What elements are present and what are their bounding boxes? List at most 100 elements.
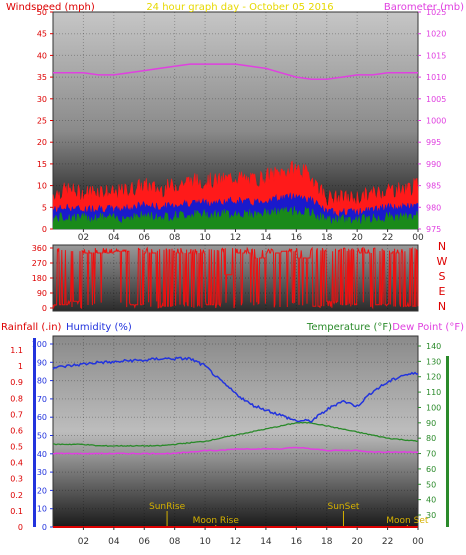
windspeed-tick-label: 20: [37, 138, 47, 147]
x-tick-label: 02: [78, 233, 89, 243]
x-tick-label: 14: [260, 233, 272, 243]
rainfall-tick-label: 0.9: [10, 378, 23, 387]
chart-title: 24 hour graph day - October 05 2016: [146, 2, 333, 13]
humidity-tick-label: 30: [37, 468, 47, 477]
barometer-tick-label: 1020: [426, 30, 446, 39]
event-label: SunSet: [328, 502, 360, 512]
humidity-tick-label: 60: [37, 413, 47, 422]
event-label: Moon Set: [386, 516, 429, 526]
humidity-tick-label: 50: [37, 432, 47, 441]
compass-letter: N: [438, 240, 446, 253]
temperature-tick-label: 120: [426, 373, 441, 382]
humidity-tick-label: 70: [37, 395, 47, 404]
wind-direction-axis: 0 90 180 270 360: [32, 244, 53, 313]
x-tick-label: 04: [108, 233, 120, 243]
windspeed-axis-label: Windspeed (mph): [6, 2, 95, 13]
x-tick-label: 14: [260, 537, 272, 547]
barometer-tick-label: 980: [426, 203, 441, 212]
windspeed-tick-label: 40: [37, 51, 47, 60]
wind-direction-series: [52, 246, 419, 310]
humidity-axis-bar: [33, 338, 36, 527]
windspeed-tick-label: 50: [37, 8, 47, 17]
compass-letter: W: [437, 255, 448, 268]
temperature-tick-label: 140: [426, 342, 441, 351]
rainfall-tick-label: 0.2: [10, 491, 23, 500]
windspeed-tick-label: 25: [37, 117, 47, 126]
temperature-tick-label: 110: [426, 388, 441, 397]
windspeed-tick-label: 15: [37, 160, 47, 169]
humidity-axis-label: Humidity (%): [66, 322, 132, 333]
dewpoint-series: [52, 446, 418, 455]
wind-baro-time-axis: 02 04 06 08 10 12 14 16 18 20 22 00: [78, 229, 424, 243]
temp-humidity-panel: SunRise Moon Rise SunSet Moon Set 0 0.1 0.2 0.…: [1, 322, 464, 547]
x-tick-label: 10: [199, 537, 211, 547]
temperature-tick-label: 40: [426, 496, 436, 505]
rainfall-tick-label: 0.7: [10, 410, 23, 419]
x-tick-label: 12: [230, 233, 241, 243]
temperature-tick-label: 130: [426, 357, 441, 366]
barometer-tick-label: 1025: [426, 8, 446, 17]
rainfall-tick-label: 0: [18, 523, 23, 532]
barometer-tick-label: 975: [426, 225, 441, 234]
x-tick-label: 06: [139, 233, 151, 243]
x-tick-label: 04: [108, 537, 120, 547]
x-tick-label: 00: [412, 537, 424, 547]
windspeed-tick-label: 0: [42, 225, 47, 234]
barometer-tick-label: 985: [426, 182, 441, 191]
compass-letter: E: [439, 285, 446, 298]
x-tick-label: 12: [230, 537, 241, 547]
temperature-axis-bar: [446, 356, 449, 527]
humidity-series: [52, 356, 419, 423]
windspeed-tick-label: 35: [37, 73, 47, 82]
x-tick-label: 20: [351, 233, 363, 243]
wind-direction-series: [52, 246, 419, 310]
rainfall-tick-label: 0.4: [10, 459, 23, 468]
barometer-tick-label: 990: [426, 160, 441, 169]
x-tick-label: 18: [321, 537, 333, 547]
x-tick-label: 06: [139, 537, 151, 547]
direction-tick-label: 90: [37, 289, 47, 298]
rainfall-tick-label: 0.3: [10, 475, 23, 484]
rainfall-tick-label: 1: [18, 362, 23, 371]
x-tick-label: 02: [78, 537, 89, 547]
event-label: SunRise: [149, 502, 186, 512]
humidity-axis: 0 10 20 30 40 50 60 70 80 90 100: [32, 340, 53, 532]
rainfall-axis-label: Rainfall (.in): [1, 322, 62, 333]
temperature-tick-label: 30: [426, 511, 436, 520]
barometer-series: [53, 63, 418, 81]
compass-letter: S: [439, 270, 446, 283]
x-tick-label: 08: [169, 537, 181, 547]
temperature-tick-label: 90: [426, 419, 436, 428]
windspeed-tick-label: 10: [37, 182, 47, 191]
x-tick-label: 16: [291, 233, 303, 243]
rainfall-tick-label: 0.6: [10, 426, 23, 435]
dewpoint-axis-label: Dew Point (°F): [392, 322, 464, 333]
barometer-tick-label: 1015: [426, 51, 446, 60]
event-label: Moon Rise: [193, 516, 240, 526]
windspeed-tick-label: 45: [37, 30, 47, 39]
x-tick-label: 22: [382, 233, 393, 243]
x-tick-label: 00: [412, 233, 424, 243]
x-tick-label: 10: [199, 233, 211, 243]
temperature-tick-label: 70: [426, 450, 436, 459]
temperature-tick-label: 50: [426, 480, 436, 489]
windspeed-low-series: [52, 206, 419, 230]
x-tick-label: 20: [351, 537, 363, 547]
rainfall-tick-label: 1.1: [10, 346, 23, 355]
windspeed-tick-label: 30: [37, 95, 47, 104]
temperature-tick-label: 100: [426, 403, 441, 412]
wind-baro-series: [52, 63, 419, 230]
direction-tick-label: 0: [42, 304, 47, 313]
barometer-tick-label: 1010: [426, 73, 446, 82]
temperature-axis: 30 40 50 60 70 80 90 100 110 120 130 140: [418, 342, 449, 527]
x-tick-label: 08: [169, 233, 181, 243]
x-tick-label: 22: [382, 537, 393, 547]
humidity-tick-label: 100: [32, 340, 47, 349]
x-tick-label: 18: [321, 233, 333, 243]
humidity-tick-label: 20: [37, 486, 47, 495]
rainfall-axis: 0 0.1 0.2 0.3 0.4 0.5 0.6 0.7 0.8 0.9 1 1.1: [10, 346, 23, 532]
barometer-axis-label: Barometer (mb): [384, 2, 464, 13]
